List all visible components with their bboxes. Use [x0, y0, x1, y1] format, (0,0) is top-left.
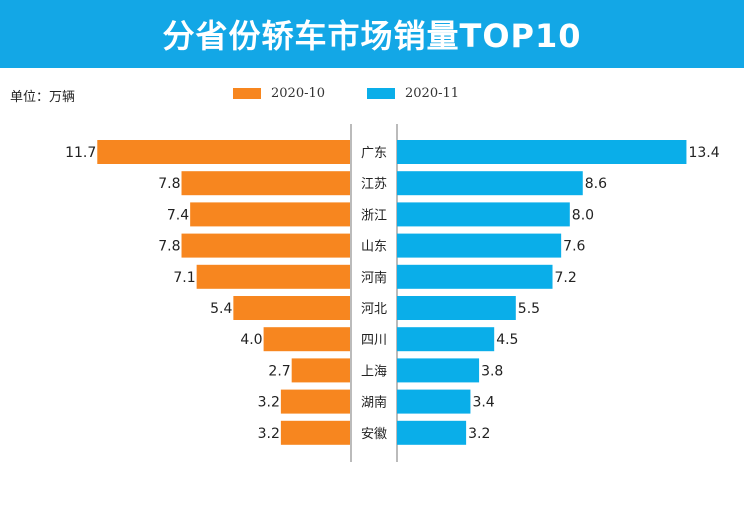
category-label-3: 山东 — [361, 240, 387, 255]
category-label-6: 四川 — [361, 333, 387, 348]
data-label-2020-11-0: 13.4 — [688, 145, 719, 161]
data-label-2020-11-2: 8.0 — [572, 207, 594, 223]
bar-2020-11-6 — [397, 327, 495, 352]
bar-2020-10-4 — [196, 264, 350, 289]
bar-2020-10-7 — [291, 358, 350, 383]
category-label-0: 广东 — [361, 146, 387, 161]
data-label-2020-11-6: 4.5 — [496, 332, 518, 348]
bar-2020-11-4 — [397, 264, 553, 289]
bar-2020-10-8 — [280, 389, 350, 414]
data-label-2020-11-7: 3.8 — [481, 363, 503, 379]
bar-2020-11-0 — [397, 140, 687, 164]
bar-2020-10-9 — [280, 420, 350, 445]
bar-2020-10-0 — [97, 140, 350, 164]
data-label-2020-10-3: 7.8 — [158, 239, 180, 255]
data-label-2020-10-9: 3.2 — [258, 426, 280, 442]
data-label-2020-10-5: 5.4 — [210, 301, 232, 317]
bar-2020-11-2 — [397, 202, 570, 227]
category-label-2: 浙江 — [361, 208, 387, 223]
data-label-2020-10-7: 2.7 — [268, 363, 290, 379]
bar-2020-11-9 — [397, 420, 467, 445]
data-label-2020-11-4: 7.2 — [555, 270, 577, 286]
legend-item-2020-11: 2020-11 — [367, 84, 459, 102]
legend-swatch-2020-11 — [367, 87, 395, 99]
data-label-2020-11-5: 5.5 — [518, 301, 540, 317]
category-label-9: 安徽 — [361, 427, 387, 442]
data-label-2020-10-6: 4.0 — [240, 332, 262, 348]
bar-2020-10-3 — [181, 233, 350, 258]
bar-2020-11-1 — [397, 171, 583, 196]
chart-title: 分省份轿车市场销量TOP10 — [162, 17, 582, 55]
category-label-4: 河南 — [361, 270, 387, 286]
data-label-2020-11-8: 3.4 — [472, 395, 494, 411]
bar-2020-10-1 — [181, 171, 350, 196]
data-label-2020-11-9: 3.2 — [468, 426, 490, 442]
bar-2020-10-2 — [190, 202, 350, 227]
legend-item-2020-10: 2020-10 — [233, 84, 325, 102]
category-label-8: 湖南 — [361, 395, 387, 411]
legend-label-2020-11: 2020-11 — [405, 85, 460, 101]
category-label-7: 上海 — [361, 364, 387, 379]
data-label-2020-10-1: 7.8 — [158, 176, 180, 192]
data-label-2020-10-2: 7.4 — [167, 207, 189, 223]
legend-label-2020-10: 2020-10 — [271, 85, 326, 101]
header-bar: 分省份轿车市场销量TOP10 — [0, 0, 744, 68]
bar-2020-10-5 — [233, 296, 350, 320]
bar-2020-11-8 — [397, 389, 471, 414]
data-label-2020-11-3: 7.6 — [563, 239, 585, 255]
category-label-1: 江苏 — [361, 176, 387, 192]
legend-swatch-2020-10 — [233, 87, 261, 99]
data-label-2020-10-4: 7.1 — [173, 270, 195, 286]
bar-2020-11-5 — [397, 296, 516, 320]
bar-2020-11-3 — [397, 233, 562, 258]
data-label-2020-11-1: 8.6 — [585, 176, 607, 192]
unit-label: 单位：万辆 — [10, 90, 76, 105]
bar-2020-11-7 — [397, 358, 480, 383]
data-label-2020-10-0: 11.7 — [65, 145, 96, 161]
bar-2020-10-6 — [263, 327, 350, 352]
category-label-5: 河北 — [361, 302, 387, 317]
data-label-2020-10-8: 3.2 — [258, 395, 280, 411]
